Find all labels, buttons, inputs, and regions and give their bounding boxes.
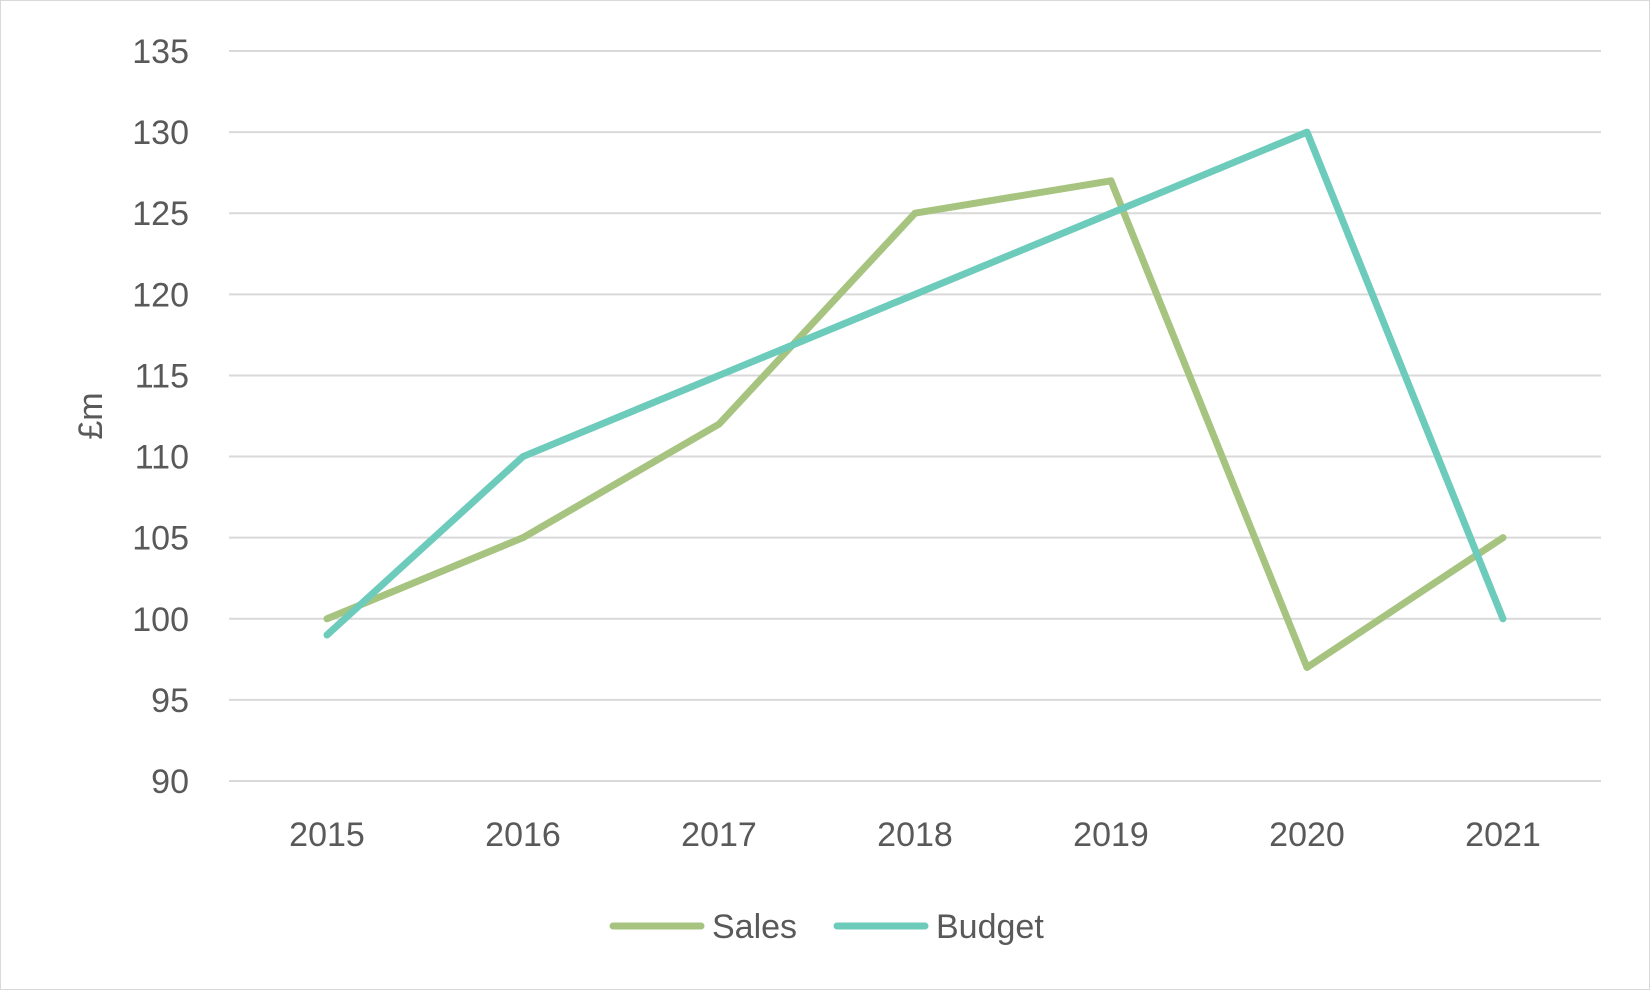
x-tick-label: 2019 xyxy=(1073,816,1149,854)
y-tick-label: 95 xyxy=(151,682,189,720)
y-tick-label: 115 xyxy=(135,357,189,395)
series-line-budget xyxy=(323,128,1507,639)
y-tick-label: 135 xyxy=(132,33,189,71)
x-axis-ticks: 2015 2016 2017 2018 2019 2020 2021 xyxy=(289,816,1541,854)
x-tick-label: 2020 xyxy=(1269,816,1345,854)
legend: Sales Budget xyxy=(609,908,1044,946)
x-tick-label: 2017 xyxy=(681,816,757,854)
series-line-sales xyxy=(323,177,1507,671)
y-tick-label: 90 xyxy=(151,763,189,801)
x-tick-label: 2016 xyxy=(485,816,561,854)
x-tick-label: 2015 xyxy=(289,816,365,854)
x-tick-label: 2018 xyxy=(877,816,953,854)
y-tick-label: 100 xyxy=(132,601,189,639)
y-tick-label: 130 xyxy=(132,114,189,152)
legend-label-budget: Budget xyxy=(936,908,1044,946)
legend-label-sales: Sales xyxy=(712,908,797,946)
y-axis-ticks: 90 95 100 105 110 115 120 125 130 135 xyxy=(132,33,189,801)
y-tick-label: 125 xyxy=(132,195,189,233)
y-tick-label: 105 xyxy=(132,520,189,558)
gridlines xyxy=(229,50,1601,782)
y-axis-label: £m xyxy=(72,392,110,439)
y-tick-label: 110 xyxy=(135,439,189,477)
y-tick-label: 120 xyxy=(132,276,189,314)
x-tick-label: 2021 xyxy=(1465,816,1541,854)
series-lines xyxy=(323,128,1507,671)
